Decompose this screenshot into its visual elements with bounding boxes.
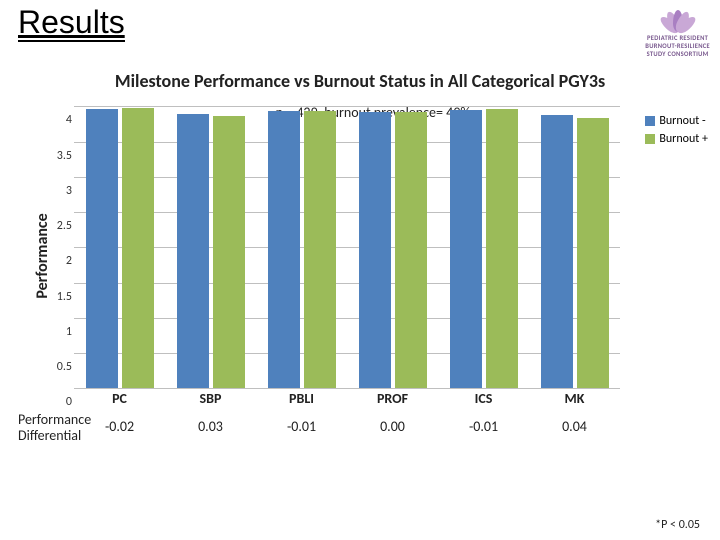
bar (213, 116, 245, 388)
bar (177, 114, 209, 388)
footnote: *P < 0.05 (655, 518, 700, 532)
diff-value: -0.01 (469, 418, 498, 435)
bar (486, 109, 518, 388)
x-tick-label: PBLI (289, 390, 314, 407)
y-tick: 3 (44, 184, 72, 198)
chart-title: Milestone Performance vs Burnout Status … (0, 70, 720, 92)
bar (395, 112, 427, 388)
section-title: Results (18, 6, 125, 42)
diff-value: -0.02 (105, 418, 134, 435)
diff-label: Performance Differential (18, 412, 112, 444)
y-tick: 4 (44, 113, 72, 127)
y-tick: 3.5 (44, 149, 72, 163)
diff-value: 0.00 (380, 418, 405, 435)
diff-values: -0.020.03-0.010.00-0.010.04 (112, 418, 720, 438)
y-tick: 1 (44, 325, 72, 339)
chart: n = 429, burnout prevalence= 49% Burnout… (44, 106, 702, 406)
y-tick: 1.5 (44, 290, 72, 304)
x-tick-label: MK (565, 390, 585, 407)
bar (304, 111, 336, 389)
y-tick: 2 (44, 254, 72, 268)
plot-area: 0 0.5 1 1.5 2 2.5 3 3.5 4 PC SBP PBLI PROF ICS MK (44, 106, 702, 406)
y-tick: 0.5 (44, 360, 72, 374)
bar (450, 110, 482, 388)
lotus-icon (658, 8, 698, 34)
diff-value: 0.03 (198, 418, 223, 435)
x-tick-label: SBP (200, 390, 222, 407)
x-tick-label: PC (112, 390, 127, 407)
bar (541, 115, 573, 389)
logo-text: PEDIATRIC RESIDENTBURNOUT-RESILIENCESTUD… (645, 35, 710, 58)
diff-value: 0.04 (562, 418, 587, 435)
y-tick: 0 (44, 395, 72, 409)
bar (86, 109, 118, 388)
bar (268, 111, 300, 388)
differential-row: Performance Differential -0.02 0.03 -0.01 0… (18, 412, 720, 444)
logo: PEDIATRIC RESIDENTBURNOUT-RESILIENCESTUD… (645, 8, 710, 58)
x-tick-label: PROF (377, 390, 408, 407)
y-tick: 2.5 (44, 219, 72, 233)
x-tick-label: ICS (475, 390, 493, 407)
diff-value: -0.01 (287, 418, 316, 435)
bar (122, 108, 154, 389)
bar (359, 112, 391, 388)
bars (74, 106, 620, 388)
bar (577, 118, 609, 389)
x-labels: PC SBP PBLI PROF ICS MK (74, 388, 620, 406)
